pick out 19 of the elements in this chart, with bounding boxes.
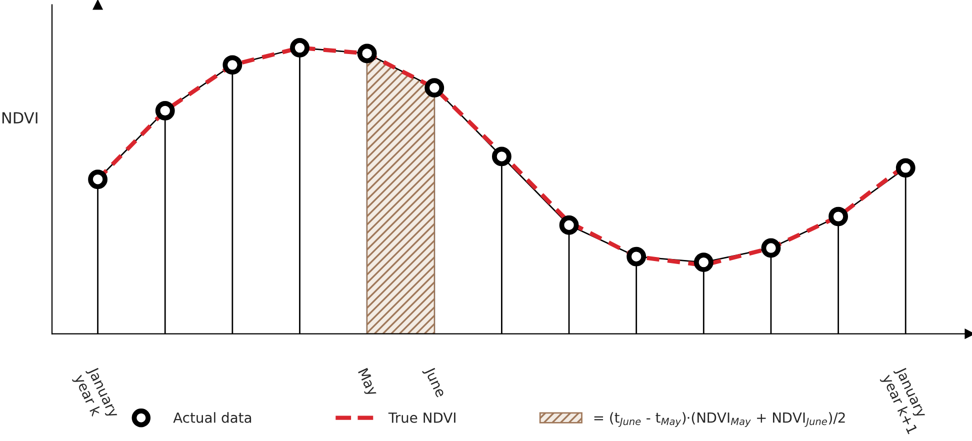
point (828, 206, 848, 226)
point (357, 44, 377, 64)
point (88, 170, 108, 190)
legend-label: Actual data (173, 412, 252, 423)
point (761, 238, 781, 258)
point (559, 215, 579, 235)
y-axis-title: NDVI (2, 112, 38, 124)
point (896, 158, 916, 178)
point (694, 252, 714, 272)
legend-label: True NDVI (388, 412, 456, 423)
text: = (t$_{June}$ - t$_{May}$)·(NDVI$_{May}$ + NDVI$_{June}$)/2 (594, 412, 845, 427)
point (424, 78, 444, 98)
point (222, 55, 242, 75)
x-tick-label: May (355, 368, 379, 398)
point (492, 146, 512, 166)
x-tick-label: June (422, 366, 446, 399)
point (290, 38, 310, 58)
point (155, 100, 175, 120)
point (626, 246, 646, 266)
